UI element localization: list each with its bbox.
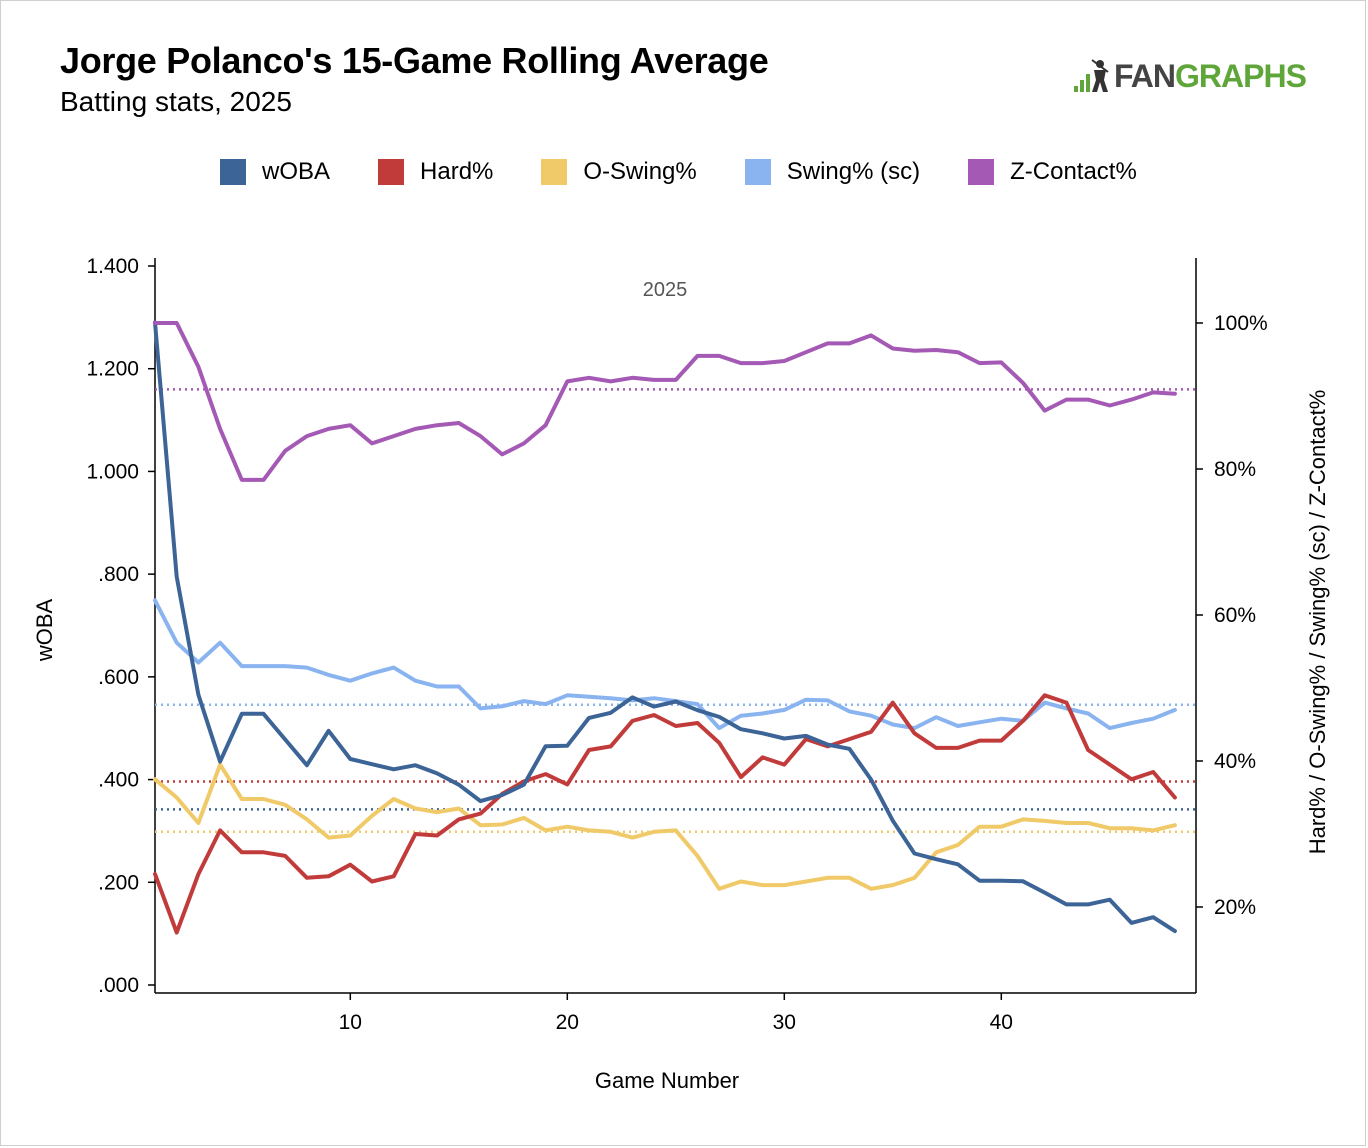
- legend-label: wOBA: [262, 158, 331, 185]
- series-line-woba: [153, 320, 1177, 934]
- series-line-hard-: [153, 693, 1177, 935]
- left-tick-label: 1.000: [86, 460, 139, 483]
- left-tick-label: .400: [98, 769, 139, 792]
- right-tick-label: 40%: [1214, 750, 1256, 773]
- x-tick-label: 30: [773, 1011, 796, 1034]
- legend-label: Swing% (sc): [786, 158, 921, 185]
- fangraphs-logo: FAN GRAPHS: [1072, 56, 1307, 96]
- legend-label: O-Swing%: [583, 158, 697, 185]
- series-line-z-contact-: [153, 321, 1177, 482]
- legend-swatch: [378, 159, 405, 185]
- logo-text-graphs: GRAPHS: [1175, 57, 1307, 94]
- x-tick-label: 20: [556, 1011, 579, 1034]
- legend-swatch: [744, 159, 771, 185]
- season-annotation: 2025: [643, 279, 688, 301]
- fangraphs-batter-icon: [1074, 59, 1109, 92]
- right-axis-title: Hard% / O-Swing% / Swing% (sc) / Z-Conta…: [1305, 390, 1330, 855]
- left-tick-label: .600: [98, 666, 139, 689]
- legend-item: wOBA: [220, 158, 330, 186]
- legend-item: O-Swing%: [541, 158, 697, 186]
- left-axis-title: wOBA: [32, 599, 57, 663]
- right-tick-label: 60%: [1214, 604, 1256, 627]
- legend-item: Swing% (sc): [744, 158, 921, 186]
- x-axis-title: Game Number: [595, 1068, 739, 1093]
- left-tick-label: .000: [98, 974, 139, 997]
- right-tick-label: 100%: [1214, 312, 1268, 335]
- legend-swatch: [968, 159, 995, 185]
- legend-swatch: [220, 159, 246, 185]
- chart-subtitle: Batting stats, 2025: [60, 86, 292, 117]
- legend-swatch: [541, 159, 568, 185]
- chart-title: Jorge Polanco's 15-Game Rolling Average: [60, 40, 769, 81]
- series-line-swing-sc-: [153, 598, 1177, 731]
- x-tick-label: 40: [990, 1011, 1013, 1034]
- left-tick-label: 1.400: [86, 255, 139, 278]
- right-tick-label: 20%: [1214, 896, 1256, 919]
- legend-item: Z-Contact%: [968, 158, 1137, 186]
- x-tick-label: 10: [339, 1011, 362, 1034]
- left-tick-label: .800: [98, 563, 139, 586]
- left-tick-label: 1.200: [86, 358, 139, 381]
- logo-text-fan: FAN: [1114, 57, 1176, 94]
- legend-label: Z-Contact%: [1010, 158, 1137, 185]
- chart-legend: wOBA Hard% O-Swing% Swing% (sc) Z-Contact%: [220, 158, 1185, 186]
- legend-item: Hard%: [378, 158, 493, 186]
- legend-label: Hard%: [420, 158, 494, 185]
- series-line-o-swing-: [153, 762, 1177, 891]
- left-tick-label: .200: [98, 871, 139, 894]
- right-tick-label: 80%: [1214, 458, 1256, 481]
